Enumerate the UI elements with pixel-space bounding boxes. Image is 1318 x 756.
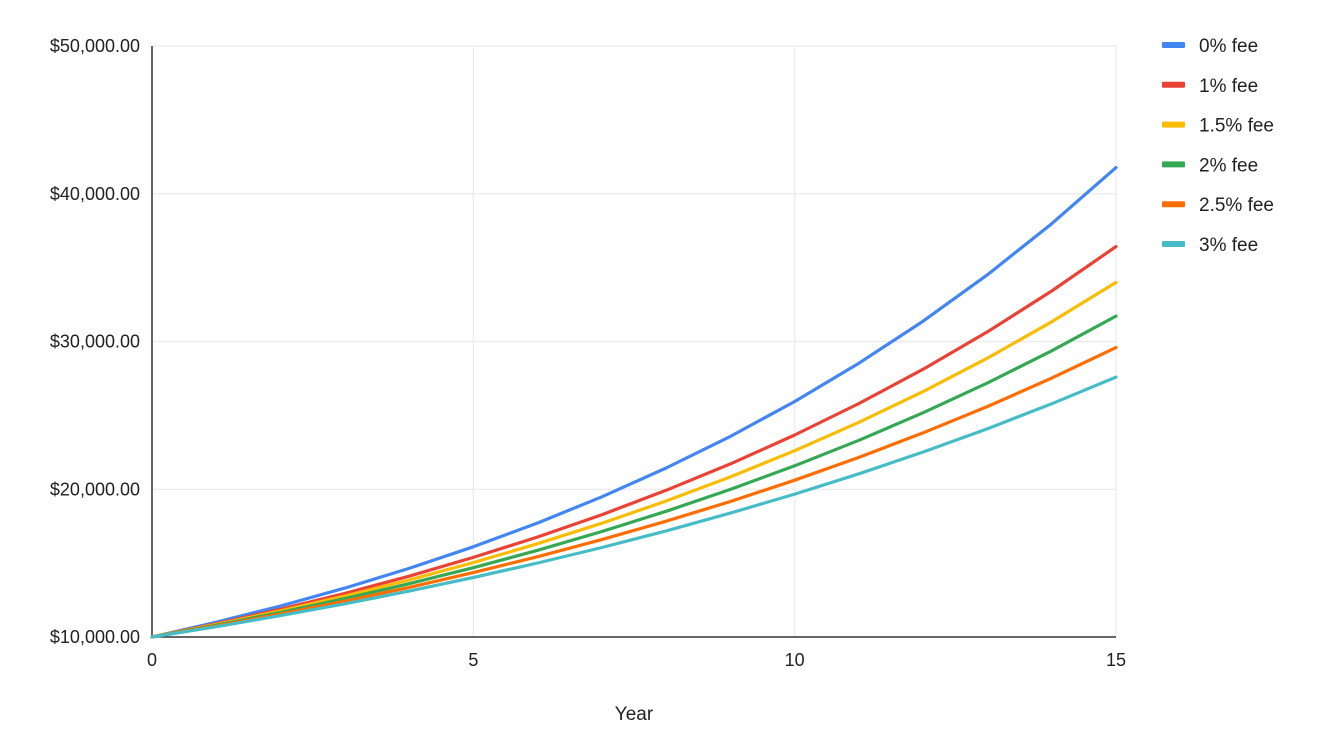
x-tick-label: 0	[147, 650, 157, 670]
legend-label: 2% fee	[1199, 155, 1258, 176]
y-tick-label: $30,000.00	[50, 332, 140, 352]
series-line-5	[150, 375, 1118, 639]
legend-swatch	[1162, 201, 1185, 208]
series-line-4	[150, 346, 1118, 639]
series-line-0	[150, 166, 1118, 639]
series-line-3	[150, 314, 1118, 639]
legend-label: 3% fee	[1199, 235, 1258, 256]
y-tick-label: $50,000.00	[50, 36, 140, 56]
y-tick-label: $40,000.00	[50, 184, 140, 204]
axes	[151, 46, 1116, 638]
x-tick-label: 10	[785, 650, 805, 670]
legend-swatch	[1162, 241, 1185, 247]
legend-label: 0% fee	[1199, 36, 1258, 57]
series-line-2	[150, 280, 1118, 639]
legend-swatch	[1162, 81, 1185, 88]
y-tick-label: $20,000.00	[50, 479, 140, 499]
legend-label: 2.5% fee	[1199, 195, 1274, 216]
legend-label: 1.5% fee	[1199, 116, 1274, 137]
legend-swatch	[1162, 121, 1185, 128]
x-axis-title: Year	[615, 704, 654, 725]
x-tick-label: 15	[1106, 650, 1126, 670]
legend-swatch	[1162, 161, 1185, 168]
x-tick-labels: 0 5 10 15	[147, 650, 1126, 670]
legend-swatch	[1162, 42, 1185, 48]
legend-label: 1% fee	[1199, 76, 1258, 97]
series-line-1	[150, 245, 1118, 639]
legend: 0% fee 1% fee 1.5% fee 2% fee 2.5% fee 3% fee	[1162, 36, 1274, 256]
y-tick-label: $10,000.00	[50, 627, 140, 647]
series-lines	[150, 166, 1118, 639]
gridlines	[152, 45, 1117, 637]
x-tick-label: 5	[468, 650, 478, 670]
y-tick-labels: $10,000.00 $20,000.00 $30,000.00 $40,000.00…	[50, 36, 140, 647]
